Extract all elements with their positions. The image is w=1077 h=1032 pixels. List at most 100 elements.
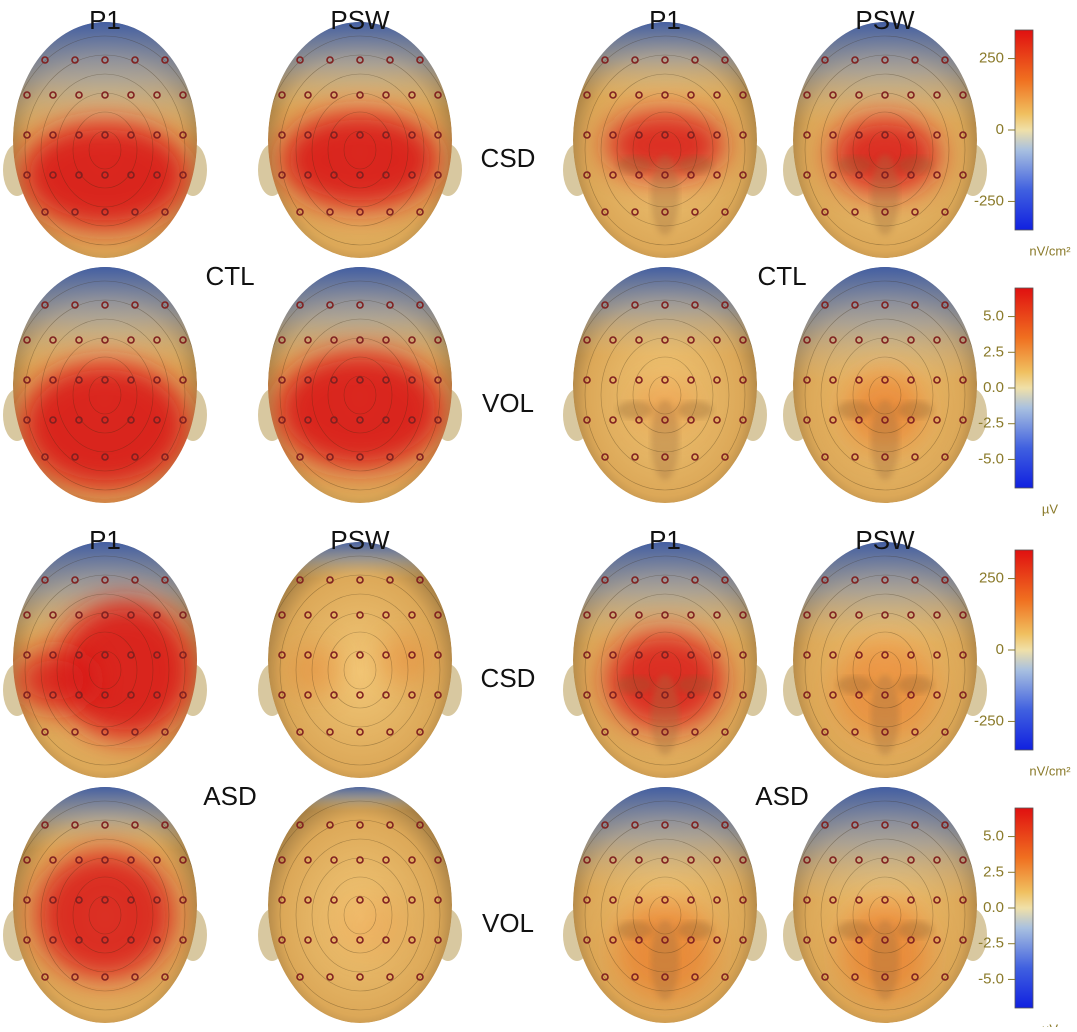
head — [783, 20, 987, 264]
head — [563, 265, 767, 509]
activation — [15, 650, 95, 710]
head-map — [565, 540, 765, 784]
group-label: ASD — [755, 781, 808, 811]
head — [258, 540, 462, 784]
unit-label: µV — [1042, 501, 1058, 516]
tick-label: 0.0 — [983, 379, 1004, 396]
head-map — [785, 785, 985, 1027]
unit-label: µV — [1042, 1021, 1058, 1027]
nose — [651, 675, 679, 755]
column-label: P1 — [649, 525, 681, 555]
group-label: ASD — [203, 781, 256, 811]
group-label: CTL — [757, 261, 806, 291]
tick-label: -250 — [974, 192, 1004, 209]
cap — [785, 785, 985, 902]
head-map — [260, 265, 460, 509]
eye — [617, 676, 653, 694]
colorbar — [1015, 288, 1033, 488]
tick-label: 5.0 — [983, 828, 1004, 845]
head-map — [5, 20, 205, 264]
column-label: PSW — [330, 5, 390, 35]
head-map — [565, 785, 765, 1027]
head — [258, 20, 462, 264]
tick-label: 0 — [996, 121, 1004, 138]
eye — [617, 921, 653, 939]
eye — [677, 156, 713, 174]
eye — [617, 156, 653, 174]
column-label: PSW — [855, 5, 915, 35]
head — [783, 265, 987, 509]
tick-label: 2.5 — [983, 343, 1004, 360]
head — [563, 785, 767, 1027]
eye — [677, 401, 713, 419]
tick-label: 0.0 — [983, 899, 1004, 916]
tick-label: -250 — [974, 712, 1004, 729]
head — [258, 265, 462, 509]
head — [3, 785, 207, 1027]
tick-label: 250 — [979, 50, 1004, 67]
head-map — [5, 540, 205, 784]
head-map — [565, 265, 765, 509]
head-map — [5, 785, 205, 1027]
head — [783, 540, 987, 784]
row-label: VOL — [482, 388, 534, 418]
tick-label: 0 — [996, 641, 1004, 658]
head — [563, 20, 767, 264]
eye — [617, 401, 653, 419]
cap — [5, 785, 205, 850]
head-map — [260, 785, 460, 1027]
head — [3, 265, 207, 509]
cap — [5, 20, 205, 137]
activation — [335, 895, 405, 955]
head — [563, 540, 767, 784]
group-label: CTL — [205, 261, 254, 291]
tick-label: -2.5 — [978, 935, 1004, 952]
eye — [837, 401, 873, 419]
column-label: PSW — [330, 525, 390, 555]
nose — [871, 155, 899, 235]
head — [258, 785, 462, 1027]
tick-label: 2.5 — [983, 863, 1004, 880]
tick-label: -5.0 — [978, 970, 1004, 987]
head-map — [260, 20, 460, 264]
eye — [897, 676, 933, 694]
column-label: P1 — [649, 5, 681, 35]
nose — [871, 920, 899, 1000]
head-map — [785, 265, 985, 509]
tick-label: 250 — [979, 570, 1004, 587]
head — [783, 785, 987, 1027]
head-map — [785, 540, 985, 784]
eye — [677, 676, 713, 694]
row-label: VOL — [482, 908, 534, 938]
column-label: P1 — [89, 525, 121, 555]
eye — [897, 921, 933, 939]
eye — [837, 921, 873, 939]
head-map — [260, 540, 460, 784]
colorbar — [1015, 30, 1033, 230]
nose — [651, 155, 679, 235]
unit-label: nV/cm² — [1029, 763, 1071, 778]
eye — [677, 921, 713, 939]
head — [3, 540, 207, 784]
tick-label: -2.5 — [978, 415, 1004, 432]
cap — [260, 785, 460, 811]
nose — [651, 920, 679, 1000]
head-map — [565, 20, 765, 264]
figure: P1 PSW P1 PSW CSD VOL CTL CTL 250 0 -250 nV/cm² 5.0 2… — [0, 0, 1077, 1027]
activation — [35, 850, 175, 980]
column-label: P1 — [89, 5, 121, 35]
column-label: PSW — [855, 525, 915, 555]
head-map — [785, 20, 985, 264]
tick-label: 5.0 — [983, 308, 1004, 325]
eye — [897, 401, 933, 419]
colorbar — [1015, 808, 1033, 1008]
eye — [897, 156, 933, 174]
head-map — [5, 265, 205, 509]
activation — [380, 635, 430, 685]
row-label: CSD — [481, 143, 536, 173]
activation — [20, 360, 190, 490]
eye — [837, 156, 873, 174]
row-label: CSD — [481, 663, 536, 693]
head — [3, 20, 207, 264]
activation — [280, 110, 440, 210]
